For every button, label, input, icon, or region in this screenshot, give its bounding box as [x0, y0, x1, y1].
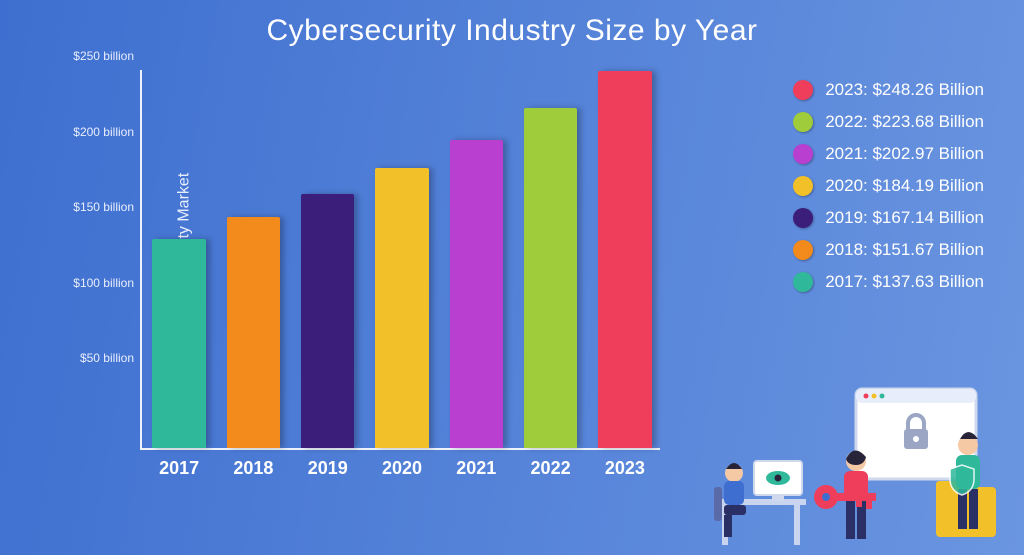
- legend-item: 2020: $184.19 Billion: [793, 176, 984, 196]
- legend-item: 2021: $202.97 Billion: [793, 144, 984, 164]
- legend-swatch: [793, 176, 813, 196]
- bar-2018: [227, 217, 280, 448]
- bar-slot: 2021: [450, 140, 503, 449]
- bar-slot: 2017: [152, 239, 205, 448]
- x-category-label: 2017: [152, 448, 205, 479]
- legend-item: 2022: $223.68 Billion: [793, 112, 984, 132]
- legend-swatch: [793, 80, 813, 100]
- y-tick-label: $250 billion: [73, 49, 142, 63]
- legend-item: 2019: $167.14 Billion: [793, 208, 984, 228]
- legend-item: 2017: $137.63 Billion: [793, 272, 984, 292]
- legend-swatch: [793, 272, 813, 292]
- x-category-label: 2021: [450, 448, 503, 479]
- legend-label: 2019: $167.14 Billion: [825, 208, 984, 228]
- legend-item: 2018: $151.67 Billion: [793, 240, 984, 260]
- legend-label: 2022: $223.68 Billion: [825, 112, 984, 132]
- chart-title: Cybersecurity Industry Size by Year: [0, 14, 1024, 48]
- bar-2023: [598, 71, 651, 448]
- x-category-label: 2022: [524, 448, 577, 479]
- legend-swatch: [793, 112, 813, 132]
- x-category-label: 2019: [301, 448, 354, 479]
- bar-2022: [524, 108, 577, 448]
- bar-slot: 2018: [227, 217, 280, 448]
- bar-chart: Size of Cybersecurity Market $50 billion…: [70, 60, 670, 490]
- y-tick-label: $200 billion: [73, 125, 142, 139]
- bar-slot: 2023: [598, 71, 651, 448]
- bar-2021: [450, 140, 503, 449]
- bar-slot: 2019: [301, 194, 354, 448]
- legend-label: 2023: $248.26 Billion: [825, 80, 984, 100]
- bar-slot: 2020: [375, 168, 428, 448]
- x-category-label: 2023: [598, 448, 651, 479]
- legend: 2023: $248.26 Billion 2022: $223.68 Bill…: [793, 80, 984, 292]
- security-illustration: [706, 369, 1006, 549]
- x-category-label: 2020: [375, 448, 428, 479]
- bar-2019: [301, 194, 354, 448]
- y-tick-label: $100 billion: [73, 276, 142, 290]
- x-category-label: 2018: [227, 448, 280, 479]
- plot-area: $50 billion $100 billion $150 billion $2…: [140, 70, 660, 450]
- legend-label: 2021: $202.97 Billion: [825, 144, 984, 164]
- bar-2020: [375, 168, 428, 448]
- legend-label: 2018: $151.67 Billion: [825, 240, 984, 260]
- legend-swatch: [793, 240, 813, 260]
- legend-label: 2020: $184.19 Billion: [825, 176, 984, 196]
- bar-slot: 2022: [524, 108, 577, 448]
- y-tick-label: $150 billion: [73, 200, 142, 214]
- y-tick-label: $50 billion: [80, 351, 142, 365]
- legend-label: 2017: $137.63 Billion: [825, 272, 984, 292]
- bar-2017: [152, 239, 205, 448]
- legend-item: 2023: $248.26 Billion: [793, 80, 984, 100]
- legend-swatch: [793, 144, 813, 164]
- legend-swatch: [793, 208, 813, 228]
